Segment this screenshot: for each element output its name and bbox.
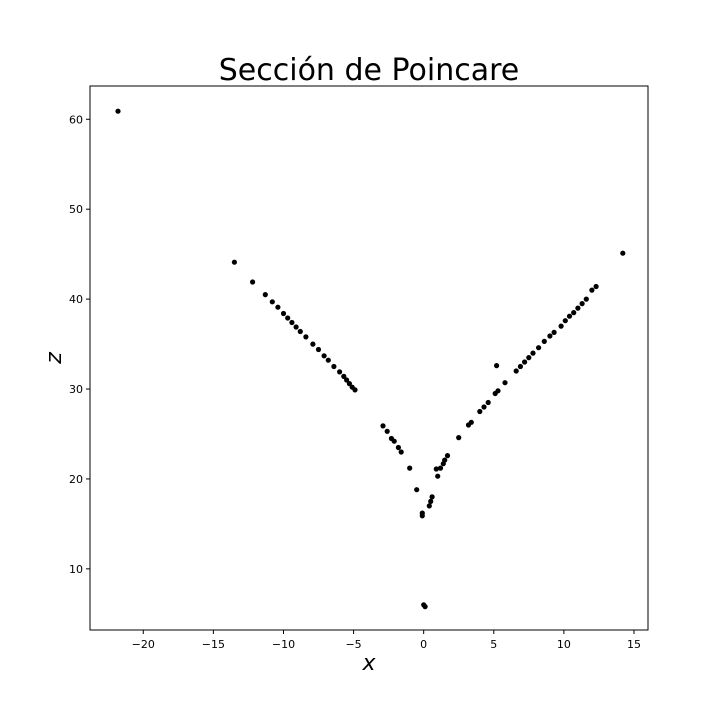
scatter-point-12 <box>310 341 316 347</box>
scatter-point-71 <box>593 283 599 290</box>
scatter-point-22 <box>352 387 358 393</box>
scatter-point-60 <box>541 338 547 344</box>
scatter-point-6 <box>280 310 287 317</box>
scatter-point-26 <box>391 438 397 444</box>
scatter-point-10 <box>297 328 303 335</box>
scatter-point-9 <box>293 324 299 330</box>
scatter-point-13 <box>315 346 322 353</box>
scatter-point-16 <box>331 363 337 370</box>
scatter-point-4 <box>269 299 275 305</box>
scatter-point-32 <box>419 513 425 519</box>
chart-title: Sección de Poincare <box>219 53 520 88</box>
scatter-point-20 <box>346 381 352 387</box>
scatter-point-28 <box>398 449 404 455</box>
scatter-point-72 <box>620 250 626 256</box>
scatter-point-48 <box>481 404 487 410</box>
scatter-point-40 <box>437 465 444 471</box>
scatter-point-51 <box>495 388 501 394</box>
x-tick-label: 5 <box>490 638 497 651</box>
scatter-point-1 <box>231 259 237 265</box>
scatter-point-38 <box>433 466 439 472</box>
scatter-point-2 <box>250 279 256 285</box>
x-axis-ticks: −20 −15 −10 −5 0 5 10 15 <box>132 630 641 651</box>
scatter-point-18 <box>341 373 347 379</box>
scatter-point-61 <box>547 333 553 339</box>
y-axis-label: z <box>42 352 67 365</box>
scatter-point-52 <box>494 363 500 369</box>
plot-frame <box>89 85 649 631</box>
scatter-point-7 <box>285 315 291 321</box>
scatter-point-39 <box>435 473 441 479</box>
scatter-point-49 <box>485 399 491 406</box>
scatter-point-27 <box>395 444 401 451</box>
y-tick-label: 50 <box>69 203 83 216</box>
scatter-point-0 <box>115 108 121 114</box>
scatter-point-5 <box>275 304 281 310</box>
scatter-point-53 <box>502 380 508 386</box>
y-axis-ticks: 10 20 30 40 50 60 <box>69 113 90 576</box>
scatter-point-46 <box>468 419 474 425</box>
scatter-point-3 <box>262 292 268 298</box>
scatter-point-29 <box>407 465 413 471</box>
scatter-point-67 <box>575 305 581 311</box>
scatter-point-59 <box>536 345 542 351</box>
scatter-point-19 <box>344 377 350 383</box>
scatter-point-68 <box>579 301 585 307</box>
scatter-point-47 <box>477 408 483 415</box>
scatter-point-34 <box>422 604 428 610</box>
scatter-point-57 <box>526 355 532 361</box>
scatter-point-14 <box>321 353 327 359</box>
x-axis-label: x <box>361 651 376 676</box>
scatter-point-15 <box>325 357 331 363</box>
scatter-point-11 <box>303 334 309 340</box>
scatter-point-70 <box>589 287 595 293</box>
scatter-point-54 <box>513 368 519 374</box>
scatter-point-37 <box>429 494 435 500</box>
y-tick-label: 30 <box>69 383 83 396</box>
scatter-point-62 <box>551 329 557 335</box>
y-tick-label: 20 <box>69 473 83 486</box>
scatter-point-35 <box>426 503 432 509</box>
x-tick-label: 0 <box>420 638 427 651</box>
x-tick-label: −10 <box>272 638 295 651</box>
scatter-point-55 <box>517 363 524 370</box>
scatter-point-63 <box>558 323 564 329</box>
plot-area <box>115 108 626 610</box>
scatter-point-42 <box>442 457 448 463</box>
scatter-point-8 <box>289 319 295 326</box>
scatter-point-44 <box>456 435 462 441</box>
x-tick-label: −15 <box>202 638 225 651</box>
x-tick-label: −20 <box>132 638 155 651</box>
scatter-point-56 <box>522 359 528 365</box>
scatter-point-24 <box>384 428 390 434</box>
x-tick-label: 10 <box>557 638 571 651</box>
scatter-point-23 <box>380 423 386 429</box>
scatter-point-69 <box>583 296 589 302</box>
y-tick-label: 60 <box>69 113 83 126</box>
scatter-point-43 <box>444 453 451 459</box>
x-tick-label: −5 <box>345 638 361 651</box>
scatter-point-65 <box>566 313 573 319</box>
scatter-point-36 <box>428 498 434 504</box>
y-tick-label: 10 <box>69 563 83 576</box>
x-tick-label: 15 <box>627 638 641 651</box>
scatter-point-30 <box>414 487 420 493</box>
y-tick-label: 40 <box>69 293 83 306</box>
scatter-point-66 <box>571 310 577 316</box>
scatter-point-58 <box>530 350 536 356</box>
scatter-point-64 <box>562 318 568 324</box>
scatter-point-17 <box>337 369 343 375</box>
